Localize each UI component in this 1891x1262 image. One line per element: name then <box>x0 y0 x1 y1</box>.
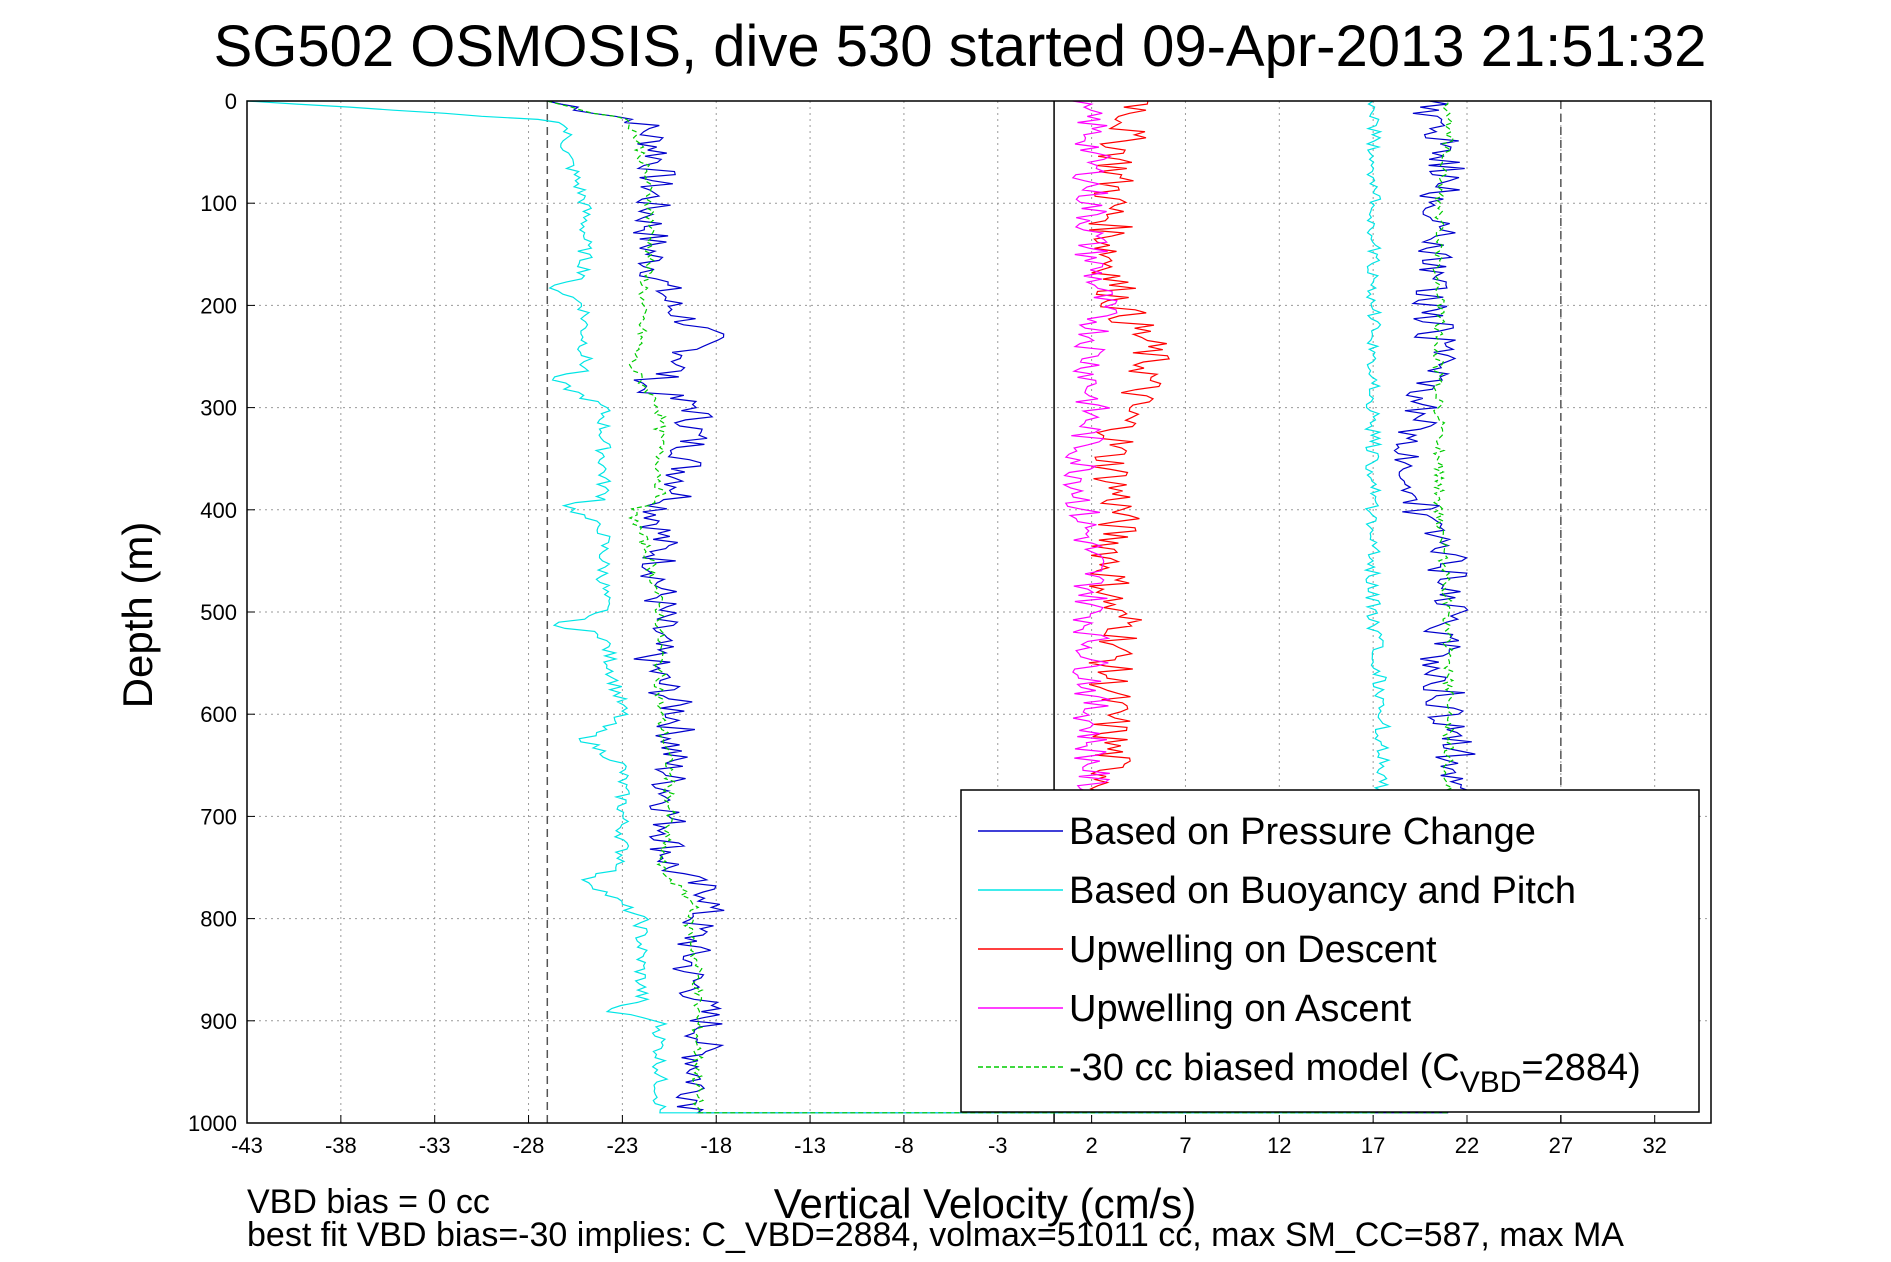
y-tick-label: 100 <box>200 191 237 216</box>
y-tick-label: 500 <box>200 600 237 625</box>
x-tick-label: -3 <box>988 1133 1008 1158</box>
y-tick-label: 800 <box>200 907 237 932</box>
x-tick-label: 22 <box>1455 1133 1479 1158</box>
x-tick-label: -13 <box>794 1133 826 1158</box>
x-axis-label: Vertical Velocity (cm/s) <box>774 1180 1196 1227</box>
y-tick-label: 900 <box>200 1009 237 1034</box>
y-tick-label: 200 <box>200 293 237 318</box>
y-tick-label: 300 <box>200 396 237 421</box>
x-tick-label: 17 <box>1361 1133 1385 1158</box>
x-tick-label: -33 <box>419 1133 451 1158</box>
legend: Based on Pressure Change Based on Buoyanc… <box>960 789 1700 1113</box>
y-tick-label: 400 <box>200 498 237 523</box>
y-tick-label: 700 <box>200 804 237 829</box>
x-tick-label: 27 <box>1549 1133 1573 1158</box>
x-tick-label: 2 <box>1085 1133 1097 1158</box>
x-tick-label: -23 <box>606 1133 638 1158</box>
y-axis-label: Depth (m) <box>114 522 161 709</box>
legend-items: Based on Pressure Change Based on Buoyanc… <box>978 811 1641 1099</box>
legend-label: Upwelling on Descent <box>1069 929 1437 971</box>
legend-box <box>960 789 1700 1113</box>
legend-label-tail: =2884) <box>1521 1047 1640 1089</box>
x-tick-label: 7 <box>1179 1133 1191 1158</box>
series-line-3 <box>1062 100 1118 817</box>
series-line-1 <box>246 100 1392 1114</box>
x-tick-label: -43 <box>231 1133 263 1158</box>
legend-label: Upwelling on Ascent <box>1069 988 1412 1030</box>
x-tick-label: -18 <box>700 1133 732 1158</box>
legend-label: Based on Pressure Change <box>1069 811 1536 853</box>
x-tick-label: 12 <box>1267 1133 1291 1158</box>
y-tick-label: 600 <box>200 702 237 727</box>
legend-label-subscript: VBD <box>1460 1066 1522 1099</box>
y-tick-label: 1000 <box>188 1111 237 1136</box>
series-layer <box>246 100 1477 1114</box>
vbd-bias-note: VBD bias = 0 cc <box>247 1183 490 1221</box>
best-fit-note: best fit VBD bias=-30 implies: C_VBD=288… <box>247 1216 1624 1254</box>
x-axis-ticks: -43 -38 -33 -28 -23 -18 -13 -8 -3 2 7 12 17 22 27 32 <box>231 1115 1667 1158</box>
x-tick-label: -8 <box>894 1133 914 1158</box>
legend-label: -30 cc biased model (CVBD=2884) <box>1069 1047 1641 1099</box>
series-line-2 <box>1087 100 1171 817</box>
legend-label-main: -30 cc biased model (C <box>1069 1047 1460 1089</box>
x-tick-label: -38 <box>325 1133 357 1158</box>
chart-title: SG502 OSMOSIS, dive 530 started 09-Apr-2… <box>214 14 1707 79</box>
x-tick-label: -28 <box>513 1133 545 1158</box>
y-tick-label: 0 <box>225 89 237 114</box>
y-axis-ticks: 0 100 200 300 400 500 600 700 800 900 1000 <box>188 89 255 1136</box>
legend-label: Based on Buoyancy and Pitch <box>1069 870 1576 912</box>
x-tick-label: 32 <box>1642 1133 1666 1158</box>
